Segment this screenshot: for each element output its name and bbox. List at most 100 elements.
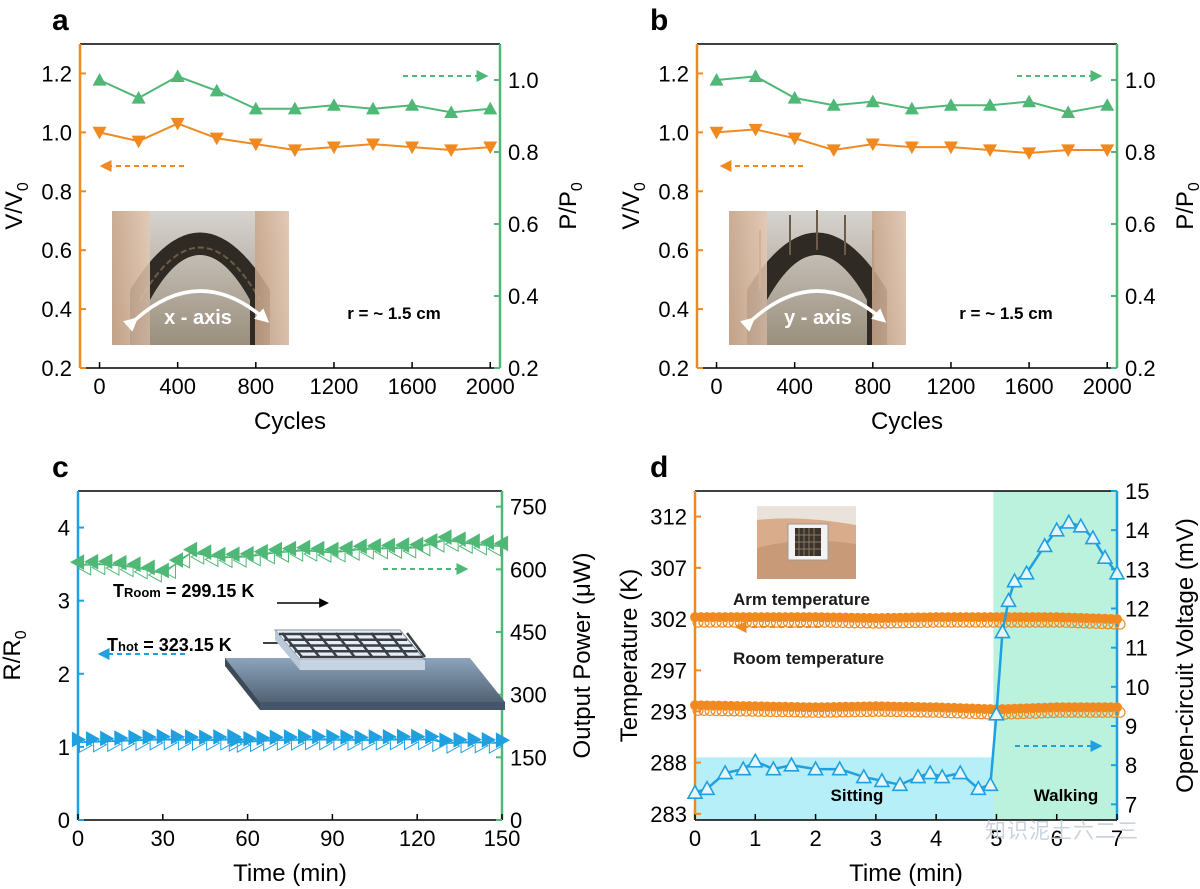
data-point xyxy=(483,101,498,115)
data-point xyxy=(290,735,306,751)
y-left-axis-label: V/V0 xyxy=(1,182,32,230)
y-left-tick-label: 283 xyxy=(650,802,687,827)
data-point xyxy=(170,117,185,131)
y-left-tick-label: 0.4 xyxy=(658,297,689,322)
data-point xyxy=(92,73,107,86)
y-left-tick-label: 307 xyxy=(650,556,687,581)
data-point xyxy=(69,554,85,571)
data-point xyxy=(283,729,299,745)
data-point xyxy=(826,98,841,111)
data-point xyxy=(338,540,353,556)
radius-label-a: r = ~ 1.5 cm xyxy=(347,304,441,323)
y-right-tick-label: 0.4 xyxy=(508,284,539,309)
data-point xyxy=(1061,105,1076,118)
data-point xyxy=(425,728,440,745)
data-point xyxy=(267,541,282,558)
data-point xyxy=(1084,529,1102,545)
y-left-tick-label: 0.2 xyxy=(658,356,689,381)
data-point xyxy=(467,731,482,748)
data-point xyxy=(405,141,420,155)
y-left-tick-label: 288 xyxy=(650,751,687,776)
y-left-tick-label: 3 xyxy=(58,589,70,614)
x-tick-label: 7 xyxy=(1111,826,1123,851)
data-point xyxy=(149,734,164,751)
data-point xyxy=(170,69,185,82)
y-left-tick-label: 0.8 xyxy=(658,179,689,204)
panel-label-c: c xyxy=(52,451,69,484)
data-point xyxy=(135,735,150,752)
data-point xyxy=(709,126,724,140)
data-point xyxy=(432,736,447,753)
data-point xyxy=(305,734,320,751)
y-right-axis-label: Open-circuit Voltage (mV) xyxy=(1172,518,1199,793)
y-right-tick-label: 1.0 xyxy=(508,68,539,93)
y-right-tick-label: 14 xyxy=(1125,518,1149,543)
data-point xyxy=(287,101,302,115)
data-point xyxy=(312,728,327,745)
data-point xyxy=(333,735,348,751)
data-point xyxy=(472,539,487,556)
data-point xyxy=(423,532,438,549)
x-tick-label: 6 xyxy=(1051,826,1063,851)
panel-label-b: b xyxy=(650,4,668,37)
y-left-tick-label: 1.0 xyxy=(658,120,689,145)
data-point xyxy=(444,536,459,552)
series-0-1 xyxy=(92,69,498,118)
data-point xyxy=(156,728,171,745)
data-point xyxy=(345,545,360,561)
x-tick-label: 5 xyxy=(990,826,1002,851)
data-point xyxy=(709,73,724,86)
y-right-tick-label: 0.2 xyxy=(1125,356,1156,381)
data-point xyxy=(994,623,1011,639)
data-point xyxy=(430,537,445,553)
y-right-tick-label: 600 xyxy=(510,557,547,582)
y-right-tick-label: 0.8 xyxy=(508,140,539,165)
y-right-tick-label: 10 xyxy=(1125,675,1149,700)
data-point xyxy=(303,546,318,562)
x-tick-label: 90 xyxy=(320,826,344,851)
data-point xyxy=(1061,144,1076,158)
series-2-1 xyxy=(69,529,509,583)
data-point xyxy=(404,734,419,751)
y-left-tick-label: 1.2 xyxy=(658,61,689,86)
data-point xyxy=(1108,564,1126,580)
data-point xyxy=(716,764,734,780)
data-point xyxy=(488,738,503,754)
charts: 0 400 800 1200 1600 20000.20.40.60.81.01.20.2… xyxy=(0,43,1200,887)
y-right-tick-label: 9 xyxy=(1125,714,1137,739)
data-point xyxy=(787,91,802,104)
data-point xyxy=(969,780,987,796)
data-point xyxy=(204,551,219,568)
y-left-tick-label: 297 xyxy=(650,658,687,683)
y-right-tick-label: 1.0 xyxy=(1125,68,1156,93)
x-tick-label: 800 xyxy=(237,374,274,399)
data-point xyxy=(248,101,263,115)
inset-label-y-axis: y - axis xyxy=(784,307,852,329)
data-point xyxy=(183,541,198,558)
data-point xyxy=(483,141,498,155)
data-point xyxy=(86,731,101,747)
data-point xyxy=(1060,513,1078,529)
data-point xyxy=(209,83,224,97)
panel-label-a: a xyxy=(52,4,69,37)
bend-photo-x xyxy=(112,211,289,345)
data-point xyxy=(84,553,99,570)
data-point xyxy=(133,563,148,580)
x-tick-label: 60 xyxy=(235,826,259,851)
data-point xyxy=(331,546,346,563)
data-point xyxy=(873,772,891,788)
data-point xyxy=(1072,517,1090,533)
data-point xyxy=(98,553,113,570)
device-illustration xyxy=(225,629,505,710)
data-point xyxy=(184,729,200,745)
series-1-0 xyxy=(709,123,1115,160)
data-point xyxy=(865,138,880,152)
data-point xyxy=(248,138,263,152)
data-point xyxy=(163,734,178,751)
y-right-tick-label: 450 xyxy=(510,620,547,645)
data-point xyxy=(444,105,459,118)
data-point xyxy=(168,552,184,568)
y-right-tick-label: 750 xyxy=(510,495,547,520)
data-point xyxy=(77,560,92,576)
